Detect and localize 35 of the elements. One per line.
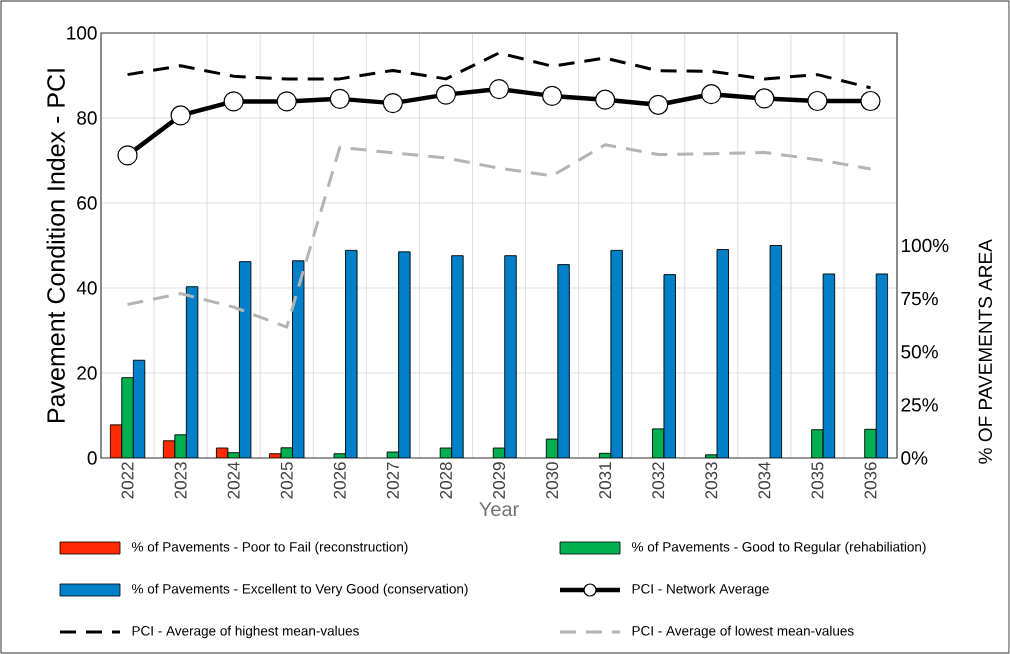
x-tick-label: 2035 — [811, 462, 824, 499]
legend-label: PCI - Average of lowest mean-values — [632, 625, 854, 639]
legend-label: % of Pavements - Good to Regular (rehabiliation) — [632, 541, 926, 555]
y2-tick-label: 25% — [901, 398, 938, 412]
legend-label: PCI - Network Average — [632, 583, 769, 597]
x-tick-label: 2036 — [864, 462, 877, 499]
y-tick-label: 40 — [76, 281, 97, 295]
y-tick-label: 60 — [77, 196, 97, 210]
x-tick-label: 2033 — [705, 462, 718, 499]
y2-tick-label: 100% — [901, 238, 949, 253]
x-axis-title: Year — [479, 502, 519, 517]
y-axis-title: Pavement Condition Index - PCI — [46, 69, 65, 423]
y-tick-label: 0 — [87, 451, 97, 465]
x-tick-label: 2026 — [333, 462, 346, 499]
x-tick-label: 2022 — [121, 462, 134, 499]
y2-tick-label: 50% — [901, 345, 938, 359]
x-tick-label: 2023 — [174, 462, 187, 499]
legend-label: % of Pavements - Excellent to Very Good (conservation) — [132, 583, 468, 597]
y2-tick-label: 0% — [901, 451, 928, 465]
x-tick-label: 2031 — [599, 462, 612, 499]
y2-tick-label: 75% — [901, 291, 938, 306]
y-tick-label: 20 — [77, 366, 97, 380]
x-tick-label: 2029 — [492, 462, 506, 499]
x-tick-label: 2034 — [758, 462, 771, 499]
x-tick-label: 2025 — [280, 462, 293, 499]
legend-label: % of Pavements - Poor to Fail (reconstruction) — [132, 541, 408, 555]
x-tick-label: 2028 — [439, 462, 452, 499]
y-tick-label: 100 — [67, 26, 97, 40]
x-tick-label: 2032 — [652, 462, 665, 499]
x-tick-label: 2030 — [546, 462, 559, 499]
legend-label: PCI - Average of highest mean-values — [132, 625, 359, 639]
y-tick-label: 80 — [77, 111, 97, 125]
y2-axis-title: % OF PAVEMENTS AREA — [978, 239, 993, 464]
x-tick-label: 2027 — [386, 462, 399, 499]
x-tick-label: 2024 — [227, 462, 240, 499]
